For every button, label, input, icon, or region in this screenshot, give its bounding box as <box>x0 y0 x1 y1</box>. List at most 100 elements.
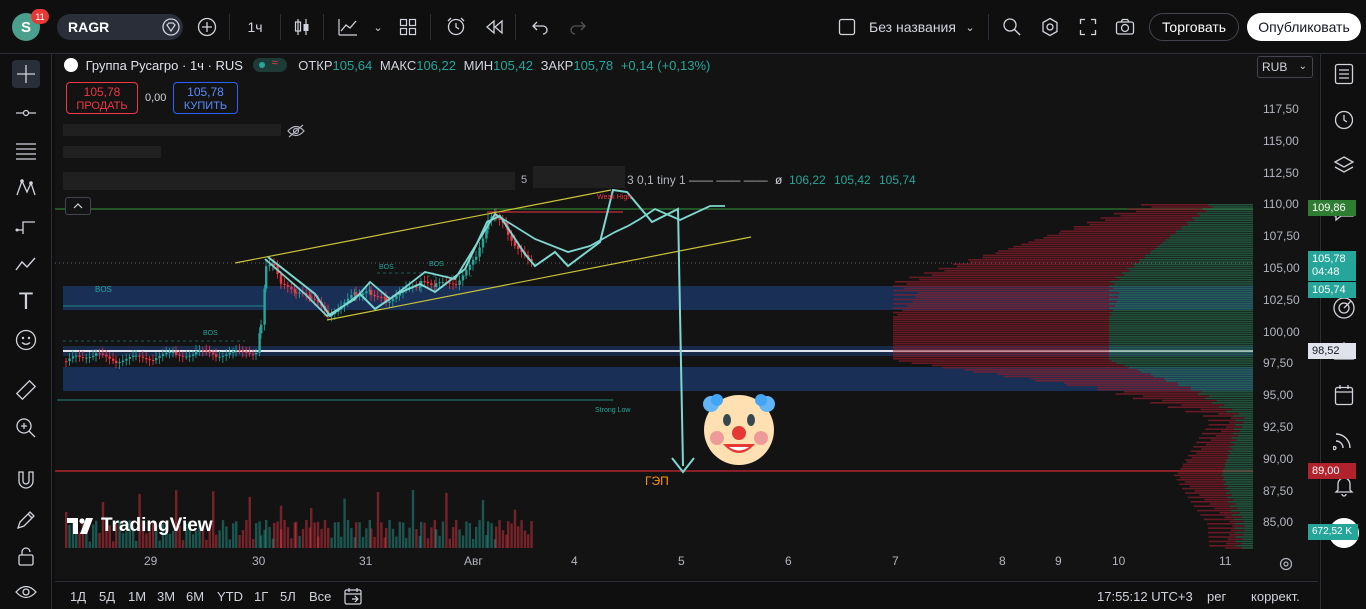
crosshair-icon[interactable] <box>12 60 40 88</box>
adjust-toggle[interactable]: коррект. <box>1251 589 1300 604</box>
trend-line-icon[interactable] <box>12 99 40 127</box>
indicator-settings-text[interactable]: 3 0,1 tiny 1 —— —— —— <box>627 173 768 187</box>
sell-button[interactable]: 105,78 ПРОДАТЬ <box>66 82 138 114</box>
layout-grid-icon[interactable] <box>395 14 421 40</box>
settings-gear-icon[interactable] <box>1037 14 1063 40</box>
layout-checkbox[interactable] <box>834 14 860 40</box>
volume-profile-row <box>1109 344 1253 347</box>
range-button[interactable]: 1Г <box>254 589 269 604</box>
market-status-badge[interactable]: ≈ <box>252 57 287 72</box>
volume-bar <box>260 535 263 548</box>
indicators-icon[interactable] <box>335 14 361 40</box>
undo-icon[interactable] <box>527 14 553 40</box>
chart-pane[interactable]: BOS BOS BOS BOS Strong Low Weak High ГЭП… <box>55 54 1358 579</box>
time-tick-label: 8 <box>999 554 1006 568</box>
symbol-search[interactable]: RAGR <box>57 14 183 40</box>
volume-bar <box>290 538 293 548</box>
volume-profile-row <box>893 331 1109 334</box>
volume-profile-row <box>1109 294 1253 296</box>
chevron-down-icon[interactable]: ⌄ <box>965 20 975 34</box>
watchlist-diamond-icon[interactable] <box>158 14 184 40</box>
buy-button[interactable]: 105,78 КУПИТЬ <box>173 82 238 114</box>
quick-search-icon[interactable] <box>999 14 1025 40</box>
text-tool-icon[interactable]: T <box>19 289 33 315</box>
candles-icon[interactable] <box>289 14 315 40</box>
candle-body <box>85 357 88 359</box>
volume-bar <box>340 536 343 548</box>
range-button[interactable]: 5Л <box>280 589 296 604</box>
layers-icon[interactable] <box>1330 151 1358 179</box>
volume-profile-row <box>1185 459 1226 461</box>
volume-bar <box>461 535 465 548</box>
volume-bar <box>221 520 225 548</box>
chart-canvas[interactable] <box>55 54 1318 579</box>
range-button[interactable]: 1М <box>128 589 147 604</box>
candle-body <box>125 358 128 361</box>
candle-body <box>88 356 91 358</box>
volume-profile-row <box>1224 404 1253 406</box>
replay-icon[interactable] <box>481 14 507 40</box>
volume-profile-row <box>1063 382 1178 384</box>
alert-clock-icon[interactable] <box>443 14 469 40</box>
ideas-target-icon[interactable] <box>1330 294 1358 322</box>
ruler-icon[interactable] <box>12 376 40 404</box>
eye-icon[interactable] <box>12 578 40 606</box>
volume-profile-row <box>1182 465 1225 468</box>
collapse-legend-button[interactable] <box>65 197 91 215</box>
candle-body <box>132 355 135 358</box>
candle-body <box>290 286 293 290</box>
bos-label-4: BOS <box>429 261 444 268</box>
volume-bar <box>85 524 88 548</box>
axis-settings-gear-icon[interactable] <box>1279 557 1293 576</box>
candle-body <box>310 296 313 299</box>
volume-profile-row <box>1124 274 1253 276</box>
currency-select[interactable]: RUB ⌄ <box>1257 56 1313 78</box>
interval-button[interactable]: 1ч <box>247 19 263 35</box>
volume-profile-row <box>1227 538 1243 540</box>
volume-profile-row <box>1242 538 1253 540</box>
emoji-icon[interactable] <box>12 326 40 354</box>
range-button[interactable]: 6М <box>186 589 205 604</box>
goto-date-icon[interactable] <box>343 586 363 609</box>
magnet-icon[interactable] <box>12 466 40 494</box>
volume-profile-row <box>1181 226 1253 228</box>
streams-icon[interactable] <box>1330 426 1358 454</box>
range-button[interactable]: Все <box>309 589 332 604</box>
calendar-icon[interactable] <box>1330 381 1358 409</box>
volume-profile-row <box>1208 204 1253 206</box>
volume-profile-row <box>1141 371 1253 373</box>
volume-bar <box>408 527 411 548</box>
chevron-down-icon[interactable]: ⌄ <box>373 20 383 34</box>
alerts-clock-icon[interactable] <box>1330 105 1358 133</box>
layout-name[interactable]: Без названия <box>869 19 956 35</box>
volume-bar <box>81 520 85 548</box>
price-tick-label: 117,50 <box>1263 102 1299 116</box>
forecast-icon[interactable] <box>12 212 40 240</box>
zoom-icon[interactable] <box>12 414 40 442</box>
candle-body <box>172 351 175 353</box>
watchlist-icon[interactable] <box>1330 60 1358 88</box>
fib-lines-icon[interactable] <box>12 137 40 165</box>
publish-button[interactable]: Опубликовать <box>1247 13 1361 41</box>
pattern-icon[interactable] <box>12 174 40 202</box>
range-button[interactable]: YTD <box>217 589 243 604</box>
brush-icon[interactable] <box>12 250 40 278</box>
bos-label-2: BOS <box>203 330 218 337</box>
camera-icon[interactable] <box>1112 14 1138 40</box>
add-symbol-icon[interactable] <box>194 14 220 40</box>
clock-time[interactable]: 17:55:12 UTC+3 <box>1097 589 1193 604</box>
candle-body <box>383 297 386 299</box>
redo-icon[interactable] <box>565 14 591 40</box>
fullscreen-icon[interactable] <box>1075 14 1101 40</box>
draw-lock-pen-icon[interactable] <box>12 506 40 534</box>
volume-profile-row <box>893 329 1109 331</box>
volume-bar <box>155 525 158 548</box>
range-button[interactable]: 3М <box>157 589 176 604</box>
hide-eye-icon[interactable] <box>287 124 305 143</box>
legend-title[interactable]: Группа Русагро · 1ч · RUS <box>85 58 243 73</box>
lock-icon[interactable] <box>12 542 40 570</box>
trade-button[interactable]: Торговать <box>1149 13 1239 41</box>
range-button[interactable]: 1Д <box>70 589 87 604</box>
range-button[interactable]: 5Д <box>99 589 116 604</box>
session-type[interactable]: рег <box>1207 589 1227 604</box>
